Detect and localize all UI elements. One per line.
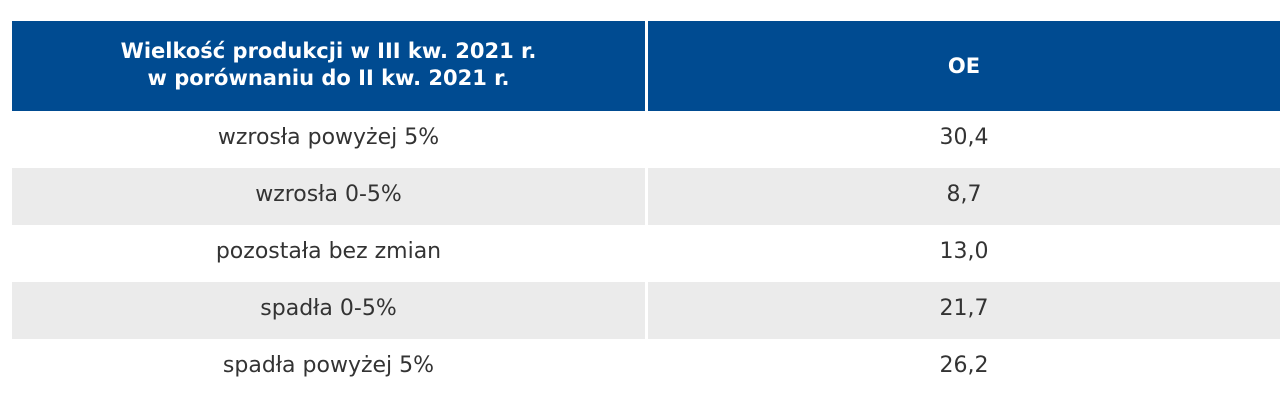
- table-header: Wielkość produkcji w III kw. 2021 r. w p…: [12, 21, 1280, 111]
- table-row: wzrosła powyżej 5% 30,4: [12, 111, 1280, 168]
- row-value: 8,7: [648, 168, 1280, 225]
- row-value: 13,0: [939, 239, 989, 264]
- row-label: pozostała bez zmian: [215, 239, 442, 264]
- table-row: wzrosła 0-5% 8,7: [12, 168, 1280, 225]
- header-production-volume: Wielkość produkcji w III kw. 2021 r. w p…: [12, 21, 645, 111]
- row-value: 21,7: [648, 282, 1280, 339]
- row-label: spadła powyżej 5%: [222, 353, 435, 378]
- row-label: wzrosła powyżej 5%: [217, 125, 440, 150]
- row-label: spadła 0-5%: [12, 282, 645, 339]
- row-label: wzrosła 0-5%: [12, 168, 645, 225]
- table-row: spadła 0-5% 21,7: [12, 282, 1280, 339]
- header-oe: OE: [648, 21, 1280, 111]
- table-row: pozostała bez zmian 13,0: [12, 225, 1280, 282]
- row-value: 30,4: [939, 125, 989, 150]
- table-row: spadła powyżej 5% 26,2: [12, 339, 1280, 396]
- production-table: Wielkość produkcji w III kw. 2021 r. w p…: [12, 21, 1280, 396]
- row-value: 26,2: [939, 353, 989, 378]
